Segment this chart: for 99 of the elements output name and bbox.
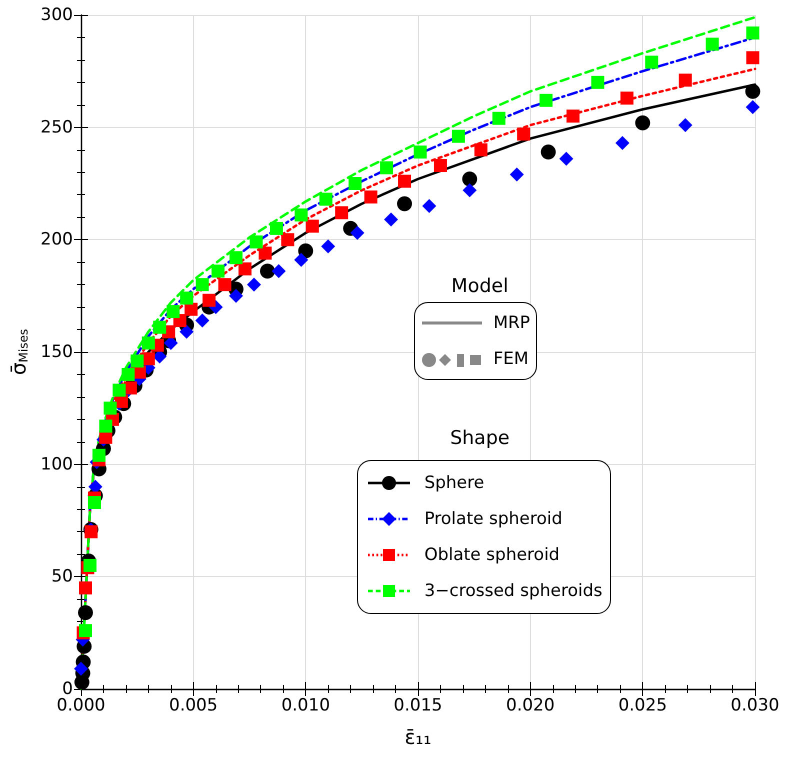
point: [124, 381, 137, 394]
point: [678, 118, 692, 132]
legend-title: Shape: [449, 426, 511, 449]
x-tick-label: 0.025: [618, 696, 668, 716]
point: [306, 220, 319, 233]
point: [104, 402, 117, 415]
point: [380, 161, 394, 174]
point: [78, 605, 93, 620]
x-axis-title: ε̄₁₁: [404, 725, 432, 749]
x-tick-label: 0.030: [730, 696, 780, 716]
point: [122, 368, 135, 381]
point: [229, 288, 244, 303]
point: [620, 92, 634, 105]
point: [591, 76, 604, 89]
point: [321, 239, 336, 254]
y-tick-label: 50: [51, 566, 73, 587]
point: [746, 100, 760, 114]
point: [294, 252, 308, 267]
point: [88, 496, 101, 510]
point: [706, 38, 719, 51]
annotation: FEM: [493, 348, 529, 369]
point: [422, 198, 436, 213]
point: [92, 448, 106, 462]
point: [540, 144, 556, 160]
point: [260, 264, 275, 279]
point: [566, 110, 580, 123]
point: [517, 128, 530, 141]
legend-label: Oblate spheroid: [424, 544, 560, 565]
point: [510, 168, 524, 182]
point: [746, 26, 760, 40]
annotation: Model: [450, 274, 510, 297]
y-tick-label: 300: [40, 5, 73, 25]
point: [184, 302, 198, 316]
point: [540, 94, 553, 107]
legend-box: MRP FEM: [414, 302, 538, 380]
y-tick-label: 100: [40, 454, 73, 474]
y-tick-label: 200: [40, 230, 73, 250]
x-tick-label: 0.020: [506, 696, 555, 716]
point: [164, 336, 178, 350]
point: [166, 305, 180, 318]
point: [195, 314, 210, 328]
point: [615, 136, 630, 150]
point: [130, 354, 144, 368]
point: [88, 480, 102, 494]
point: [678, 74, 692, 87]
point: [319, 192, 332, 206]
point: [746, 51, 760, 64]
point: [384, 212, 398, 226]
legend-label: Prolate spheroid: [424, 508, 562, 529]
y-axis-title: σ̄Mises: [6, 328, 31, 376]
point: [645, 56, 658, 69]
point: [364, 190, 378, 204]
point: [112, 384, 126, 397]
point: [238, 262, 252, 276]
point: [99, 420, 112, 433]
point: [462, 183, 477, 198]
legend-label: Sphere: [424, 472, 484, 493]
point: [398, 174, 412, 188]
point: [153, 320, 166, 334]
y-tick-label: 250: [40, 117, 73, 138]
annotation: MRP: [493, 312, 530, 333]
point: [142, 336, 155, 350]
point: [559, 152, 574, 166]
point: [452, 130, 465, 143]
point: [745, 84, 760, 99]
point: [78, 581, 92, 594]
x-tick-label: 0.015: [394, 696, 442, 716]
point: [230, 251, 243, 264]
point: [350, 226, 364, 240]
point: [202, 294, 216, 307]
point: [74, 662, 88, 676]
point: [212, 264, 225, 278]
point: [246, 278, 261, 292]
x-tick-label: 0.010: [281, 696, 330, 716]
point: [258, 246, 272, 260]
point: [414, 146, 427, 159]
point: [348, 177, 362, 190]
point: [474, 143, 488, 156]
point: [218, 278, 232, 292]
point: [397, 196, 412, 212]
point: [272, 264, 286, 278]
point: [196, 278, 209, 292]
point: [294, 208, 308, 222]
point: [635, 115, 650, 130]
point: [492, 112, 506, 125]
point: [83, 558, 96, 572]
point: [281, 233, 294, 246]
point: [462, 172, 478, 186]
point: [180, 292, 194, 305]
x-tick-label: 0.005: [168, 696, 218, 716]
point: [142, 352, 155, 366]
point: [250, 235, 263, 248]
point: [335, 206, 348, 220]
point: [84, 525, 98, 538]
y-tick-label: 150: [40, 342, 73, 362]
point: [434, 159, 447, 172]
legend-label: 3−crossed spheroids: [424, 580, 602, 601]
point: [270, 222, 283, 235]
point: [180, 324, 194, 339]
